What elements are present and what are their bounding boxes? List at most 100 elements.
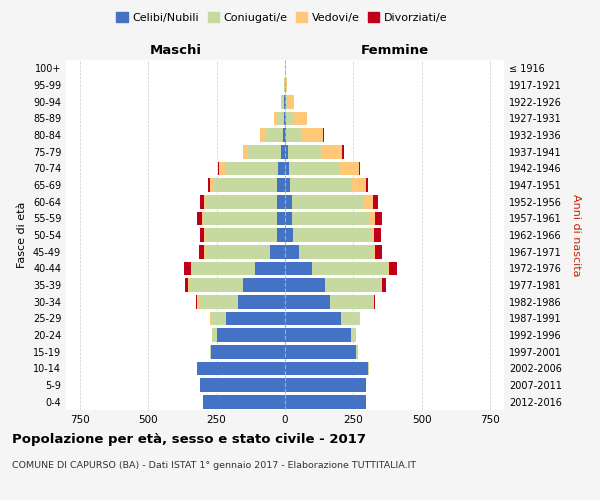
Bar <box>206 245 270 258</box>
Bar <box>278 162 285 175</box>
Bar <box>285 312 341 325</box>
Bar <box>320 145 343 158</box>
Text: COMUNE DI CAPURSO (BA) - Dati ISTAT 1° gennaio 2017 - Elaborazione TUTTITALIA.IT: COMUNE DI CAPURSO (BA) - Dati ISTAT 1° g… <box>12 460 416 469</box>
Bar <box>197 212 202 225</box>
Bar <box>204 228 206 242</box>
Bar <box>285 195 292 208</box>
Bar <box>214 178 277 192</box>
Bar <box>288 95 294 108</box>
Y-axis label: Fasce di età: Fasce di età <box>17 202 27 268</box>
Bar <box>208 178 210 192</box>
Bar <box>206 228 277 242</box>
Bar <box>242 145 248 158</box>
Bar <box>286 95 288 108</box>
Bar <box>381 278 382 292</box>
Bar <box>285 212 292 225</box>
Bar <box>292 195 364 208</box>
Bar <box>277 228 285 242</box>
Bar <box>375 245 382 258</box>
Bar <box>284 112 285 125</box>
Bar <box>325 278 381 292</box>
Bar <box>204 245 206 258</box>
Bar <box>220 162 225 175</box>
Bar <box>359 312 360 325</box>
Bar <box>288 145 320 158</box>
Bar <box>382 278 386 292</box>
Bar <box>202 212 203 225</box>
Bar <box>351 328 356 342</box>
Bar <box>188 278 189 292</box>
Bar <box>281 145 285 158</box>
Bar <box>282 95 284 108</box>
Bar <box>260 128 266 142</box>
Bar <box>189 278 242 292</box>
Bar <box>371 228 374 242</box>
Bar <box>299 245 373 258</box>
Bar <box>203 212 277 225</box>
Bar <box>200 378 285 392</box>
Bar <box>199 245 204 258</box>
Bar <box>388 262 389 275</box>
Bar <box>277 178 285 192</box>
Bar <box>197 295 199 308</box>
Bar <box>278 112 284 125</box>
Bar <box>270 245 285 258</box>
Bar <box>200 228 204 242</box>
Bar <box>356 345 358 358</box>
Bar <box>293 228 371 242</box>
Bar <box>343 145 344 158</box>
Bar <box>285 178 290 192</box>
Bar <box>281 95 282 108</box>
Bar <box>286 112 293 125</box>
Bar <box>285 328 351 342</box>
Bar <box>366 178 368 192</box>
Bar <box>376 212 382 225</box>
Legend: Celibi/Nubili, Coniugati/e, Vedovi/e, Divorziati/e: Celibi/Nubili, Coniugati/e, Vedovi/e, Di… <box>112 8 452 28</box>
Bar <box>285 145 288 158</box>
Bar <box>197 362 285 375</box>
Bar <box>212 328 217 342</box>
Bar <box>210 178 214 192</box>
Bar <box>277 195 285 208</box>
Bar <box>370 212 376 225</box>
Bar <box>285 345 356 358</box>
Bar <box>285 362 368 375</box>
Bar <box>285 395 366 408</box>
Bar <box>285 278 325 292</box>
Bar <box>373 295 374 308</box>
Bar <box>374 295 376 308</box>
Bar <box>285 378 366 392</box>
Bar <box>200 195 204 208</box>
Bar <box>218 162 220 175</box>
Bar <box>286 128 301 142</box>
Bar <box>373 195 378 208</box>
Bar <box>289 162 340 175</box>
Bar <box>266 128 283 142</box>
Bar <box>196 295 197 308</box>
Bar <box>277 212 285 225</box>
Bar <box>340 162 359 175</box>
Bar <box>293 112 307 125</box>
Bar <box>242 278 285 292</box>
Bar <box>238 295 285 308</box>
Bar <box>286 78 287 92</box>
Bar <box>285 128 286 142</box>
Bar <box>313 262 388 275</box>
Bar <box>225 162 278 175</box>
Bar <box>255 262 285 275</box>
Bar <box>211 345 285 358</box>
Text: Popolazione per età, sesso e stato civile - 2017: Popolazione per età, sesso e stato civil… <box>12 432 366 446</box>
Bar <box>285 112 286 125</box>
Bar <box>210 345 211 358</box>
Bar <box>330 295 373 308</box>
Bar <box>285 162 289 175</box>
Bar <box>226 312 285 325</box>
Bar <box>352 178 366 192</box>
Bar <box>203 395 285 408</box>
Bar <box>248 145 281 158</box>
Bar <box>301 128 323 142</box>
Bar <box>206 195 277 208</box>
Bar <box>374 228 381 242</box>
Bar <box>274 112 278 125</box>
Bar <box>290 178 352 192</box>
